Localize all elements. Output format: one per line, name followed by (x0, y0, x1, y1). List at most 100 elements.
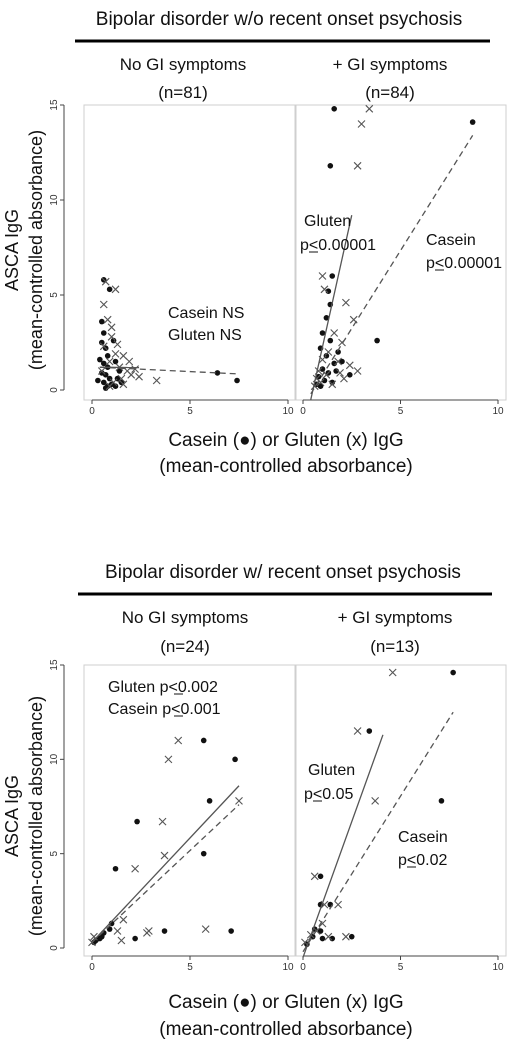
panel-2-annotation-casein: Casein (426, 232, 476, 249)
gluten-point-stroke (320, 900, 329, 909)
gluten-point (105, 357, 114, 366)
gluten-point (371, 796, 380, 805)
y-tick-label: 5 (49, 292, 60, 298)
casein-point (112, 383, 119, 390)
panel-2-annotation-gluten-p: p<0.00001 (300, 237, 376, 254)
casein-point (200, 737, 207, 744)
casein-point (366, 728, 373, 734)
casein-point (331, 360, 338, 367)
casein-point (100, 379, 107, 386)
x-tick-label: 5 (187, 962, 193, 973)
gluten-point (97, 367, 106, 375)
gluten-point (357, 120, 366, 128)
gluten-point-stroke (353, 161, 362, 170)
gluten-point (353, 367, 362, 375)
casein-point (319, 935, 326, 942)
gluten-point-stroke (345, 361, 354, 370)
gluten-point-stroke (101, 277, 110, 286)
gluten-point-stroke (328, 380, 337, 389)
gluten-point-stroke (158, 817, 167, 826)
x-tick-label: 10 (492, 406, 504, 417)
gluten-point-stroke (388, 668, 397, 677)
gluten-point (117, 374, 126, 383)
gluten-point-stroke (119, 380, 128, 389)
section-2-title: Bipolar disorder w/ recent onset psychos… (105, 562, 461, 583)
x-tick-label: 10 (492, 962, 504, 973)
casein-point (339, 358, 345, 365)
gluten-point (310, 872, 319, 881)
gluten-point-stroke (324, 348, 333, 356)
gluten-point (328, 380, 337, 389)
gluten-point-stroke (105, 357, 114, 366)
gluten-point (164, 755, 173, 764)
casein-point (335, 349, 341, 355)
gluten-point-stroke (131, 864, 140, 873)
gluten-point (135, 372, 143, 381)
casein-point (327, 163, 334, 169)
panel-3-annotation-casein: Casein p<0.001 (108, 701, 221, 718)
casein-point (325, 288, 332, 295)
panel-2-annotation-casein-p: p<0.00001 (426, 255, 502, 272)
section-1-title: Bipolar disorder w/o recent onset psycho… (96, 9, 462, 30)
x-tick-label: 0 (89, 962, 95, 973)
panel-2-title: + GI symptoms (333, 55, 448, 74)
gluten-point (158, 817, 167, 826)
gluten-point-stroke (144, 927, 153, 935)
gluten-point-stroke (235, 796, 243, 805)
gluten-point (117, 936, 126, 945)
casein-point (106, 286, 113, 293)
casein-point (206, 798, 213, 804)
gluten-point-stroke (334, 900, 342, 909)
y-tick-label: 15 (49, 99, 60, 111)
gluten-point (131, 864, 140, 873)
section-1: Bipolar disorder w/o recent onset psycho… (2, 9, 507, 477)
gluten-point (103, 315, 112, 324)
gluten-point-stroke (164, 755, 173, 764)
panel-3-title: No GI symptoms (122, 608, 249, 627)
gluten-point (152, 376, 161, 385)
gluten-point (320, 285, 329, 294)
gluten-point (334, 900, 342, 909)
gluten-fit-line (310, 215, 353, 400)
x-tick-label: 0 (89, 406, 95, 417)
gluten-point-stroke (316, 378, 325, 387)
gluten-point-stroke (322, 370, 331, 379)
gluten-point-stroke (117, 374, 126, 383)
gluten-point (324, 348, 333, 356)
gluten-point (99, 300, 108, 309)
section-1-xlabel-line1: Casein (●) or Gluten (x) IgG (168, 430, 403, 451)
gluten-point (330, 329, 339, 337)
section-1-xlabel-line2: (mean-controlled absorbance) (159, 456, 412, 477)
gluten-point-stroke (123, 367, 132, 375)
gluten-point-stroke (324, 932, 333, 941)
gluten-point (388, 668, 397, 677)
gluten-point-stroke (336, 369, 344, 377)
panel-1-annotation-casein: Casein NS (168, 305, 244, 322)
casein-point (438, 798, 445, 804)
gluten-point (336, 369, 344, 377)
gluten-point-stroke (103, 315, 112, 324)
panel-1-title: No GI symptoms (120, 55, 247, 74)
casein-point (327, 337, 334, 344)
gluten-point-stroke (320, 285, 329, 294)
plot-frame (294, 664, 507, 957)
gluten-point-stroke (97, 367, 106, 375)
gluten-point (353, 727, 362, 735)
y-tick-label: 5 (49, 850, 60, 856)
y-tick-label: 10 (49, 194, 60, 206)
gluten-point (105, 382, 114, 391)
gluten-point-stroke (310, 872, 319, 881)
panel-4-annotation-casein: Casein (398, 829, 448, 846)
panel-4-annotation-casein-p: p<0.02 (398, 852, 447, 869)
casein-point (232, 756, 238, 763)
scatter-panel-4: 0 5 10 (294, 664, 507, 973)
casein-point (321, 377, 328, 384)
casein-point (99, 339, 105, 346)
gluten-point-stroke (107, 323, 116, 332)
casein-point (95, 377, 101, 384)
panel-2-n: (n=84) (365, 83, 415, 102)
gluten-point-stroke (99, 342, 108, 351)
panel-4-title: + GI symptoms (338, 608, 453, 627)
y-tick-label: 0 (49, 945, 60, 951)
